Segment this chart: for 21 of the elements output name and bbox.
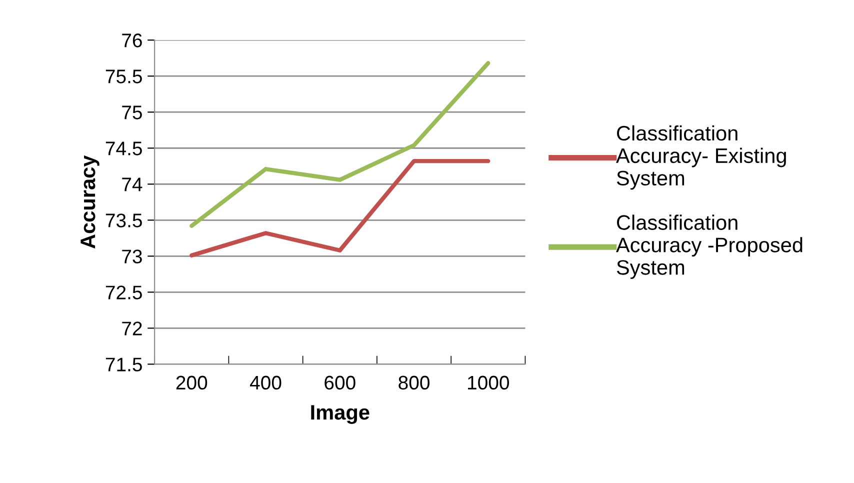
y-tick-label: 73.5	[106, 214, 142, 228]
x-tick-label: 800	[398, 376, 430, 390]
x-tick-label: 400	[250, 376, 282, 390]
y-tick-label: 72.5	[106, 286, 142, 300]
line-series	[190, 159, 490, 258]
y-tick-label: 74	[122, 178, 142, 192]
legend-label: Classification Accuracy -Proposed System	[616, 214, 802, 279]
legend-label: Classification Accuracy- Existing System	[616, 125, 786, 190]
y-tick-label: 74.5	[106, 142, 142, 156]
y-tick-label: 75	[122, 106, 142, 120]
x-axis-title: Image	[311, 405, 370, 424]
line-series	[190, 61, 490, 228]
y-tick-label: 76	[122, 34, 142, 48]
y-tick-label: 73	[122, 250, 142, 264]
x-tick-label: 600	[324, 376, 356, 390]
y-axis-title: Accuracy	[80, 155, 100, 249]
y-tick-label: 71.5	[106, 358, 142, 372]
x-tick-label: 1000	[468, 376, 510, 390]
y-tick-label: 72	[122, 322, 142, 336]
y-tick-label: 75.5	[106, 70, 142, 84]
x-tick-label: 200	[176, 376, 208, 390]
